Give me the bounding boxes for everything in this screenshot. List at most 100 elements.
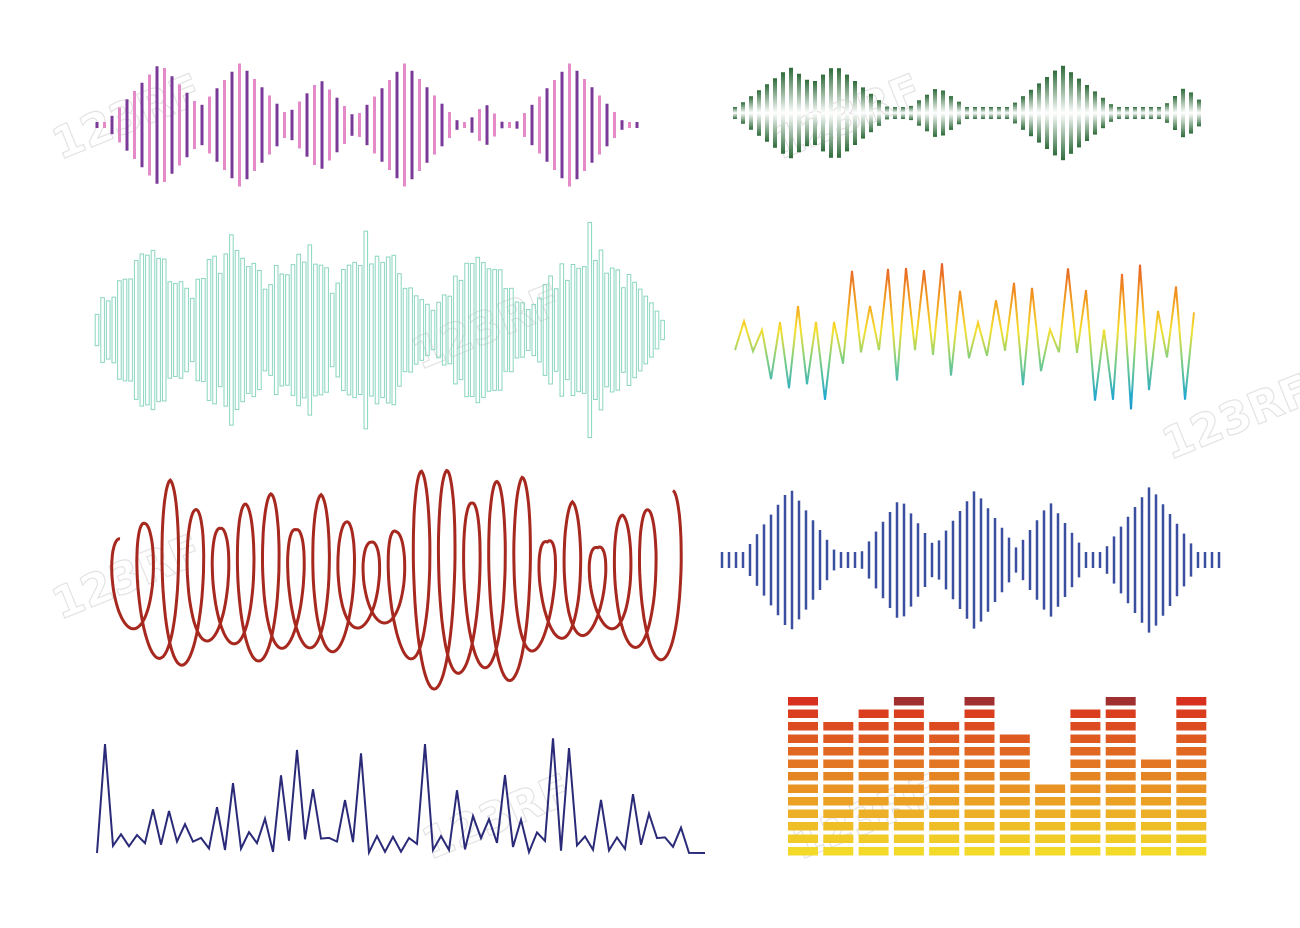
wave-bar bbox=[1157, 107, 1161, 119]
eq-segment bbox=[1176, 847, 1207, 856]
eq-segment bbox=[1035, 784, 1066, 793]
red-loop-wave bbox=[110, 468, 683, 691]
wave-bar bbox=[1029, 89, 1033, 137]
wave-bar bbox=[877, 100, 881, 126]
eq-segment bbox=[893, 747, 924, 756]
eq-segment bbox=[858, 822, 889, 831]
eq-segment bbox=[788, 834, 818, 843]
eq-segment bbox=[1105, 797, 1136, 806]
wave-bar bbox=[901, 107, 905, 119]
wave-bar bbox=[531, 303, 537, 357]
wave-bar bbox=[419, 299, 425, 361]
eq-segment bbox=[1070, 759, 1101, 768]
eq-segment bbox=[893, 722, 924, 731]
eq-segment bbox=[1176, 747, 1207, 756]
wave-bar bbox=[341, 268, 346, 392]
eq-segment bbox=[1105, 697, 1136, 706]
wave-bar bbox=[1053, 70, 1057, 156]
wave-bar bbox=[245, 266, 251, 394]
eq-segment bbox=[964, 772, 995, 781]
eq-segment bbox=[1141, 759, 1171, 768]
wave-bar bbox=[296, 253, 301, 407]
eq-segment bbox=[999, 772, 1030, 781]
wave-bar bbox=[408, 287, 413, 373]
wave-bar bbox=[765, 84, 769, 142]
wave-bar bbox=[1109, 104, 1113, 122]
wave-bar bbox=[268, 284, 273, 376]
eq-segment bbox=[1176, 772, 1207, 781]
eq-segment bbox=[1176, 834, 1207, 843]
wave-bar bbox=[514, 301, 520, 359]
eq-segment bbox=[1141, 847, 1171, 856]
wave-bar bbox=[178, 281, 184, 379]
wave-bar bbox=[481, 262, 486, 398]
wave-bar bbox=[1181, 88, 1185, 138]
wave-bar bbox=[773, 78, 777, 148]
purple-wave bbox=[95, 63, 639, 187]
wave-bar bbox=[885, 106, 889, 120]
eq-segment bbox=[858, 772, 889, 781]
eq-segment bbox=[1035, 834, 1066, 843]
wave-bar bbox=[1189, 92, 1193, 134]
wave-bar bbox=[581, 266, 587, 394]
eq-segment bbox=[893, 759, 924, 768]
wave-bar bbox=[173, 283, 178, 377]
eq-segment bbox=[964, 722, 995, 731]
eq-segment bbox=[929, 847, 960, 856]
eq-segment bbox=[788, 784, 818, 793]
eq-segment bbox=[823, 784, 854, 793]
wave-bar bbox=[537, 297, 542, 363]
wave-bar bbox=[262, 288, 268, 372]
wave-bar bbox=[464, 262, 469, 398]
wave-bar bbox=[189, 297, 195, 363]
wave-bar bbox=[402, 287, 408, 373]
wave-bar bbox=[781, 72, 785, 154]
wave-bar bbox=[290, 264, 296, 396]
eq-segment bbox=[964, 834, 995, 843]
wave-bar bbox=[329, 292, 335, 368]
eq-segment bbox=[1176, 759, 1207, 768]
eq-segment bbox=[1105, 722, 1136, 731]
wave-bar bbox=[145, 254, 150, 406]
eq-segment bbox=[964, 797, 995, 806]
wave-bar bbox=[1149, 107, 1153, 119]
wave-bar bbox=[111, 296, 117, 364]
eq-segment bbox=[893, 797, 924, 806]
wave-bar bbox=[615, 269, 621, 391]
wave-bar bbox=[1013, 102, 1017, 124]
eq-segment bbox=[964, 697, 995, 706]
wave-bar bbox=[576, 267, 581, 393]
wave-bar bbox=[486, 268, 492, 392]
wave-bar bbox=[184, 287, 189, 373]
eq-segment bbox=[1035, 797, 1066, 806]
wave-bar bbox=[805, 79, 809, 147]
eq-segment bbox=[929, 759, 960, 768]
eq-segment bbox=[858, 722, 889, 731]
eq-segment bbox=[788, 759, 818, 768]
eq-segment bbox=[929, 797, 960, 806]
wave-bar bbox=[195, 278, 201, 382]
wave-bar bbox=[861, 87, 865, 139]
wave-bar bbox=[430, 309, 436, 351]
wave-bar bbox=[307, 244, 313, 416]
wave-bar bbox=[105, 300, 111, 360]
green-wave bbox=[733, 65, 1201, 161]
wave-bar bbox=[559, 263, 565, 397]
eq-segment bbox=[1105, 759, 1136, 768]
wave-bar bbox=[380, 261, 385, 399]
wave-bar bbox=[1005, 107, 1009, 119]
eq-segment bbox=[964, 809, 995, 818]
wave-bar bbox=[933, 89, 937, 137]
wave-bar bbox=[853, 81, 857, 145]
eq-segment bbox=[999, 759, 1030, 768]
wave-bar bbox=[821, 74, 825, 152]
wave-bar bbox=[223, 253, 229, 407]
eq-segment bbox=[858, 834, 889, 843]
eq-segment bbox=[893, 709, 924, 718]
eq-segment bbox=[788, 772, 818, 781]
eq-segment bbox=[1070, 809, 1101, 818]
eq-segment bbox=[858, 797, 889, 806]
wave-bar bbox=[363, 230, 369, 430]
wave-bar bbox=[1037, 83, 1041, 143]
wave-bar bbox=[520, 302, 525, 358]
